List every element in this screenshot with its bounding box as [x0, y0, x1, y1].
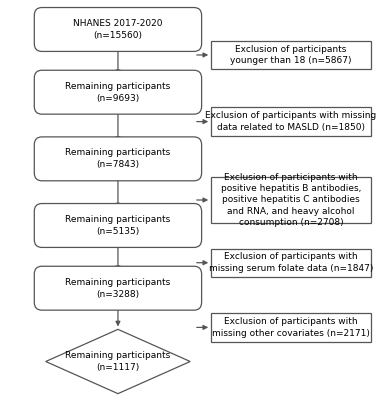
Text: Remaining participants
(n=5135): Remaining participants (n=5135) [65, 215, 171, 236]
FancyBboxPatch shape [211, 313, 371, 342]
FancyBboxPatch shape [211, 108, 371, 136]
Text: Remaining participants
(n=7843): Remaining participants (n=7843) [65, 148, 171, 169]
Text: Remaining participants
(n=9693): Remaining participants (n=9693) [65, 82, 171, 102]
Text: Exclusion of participants with
missing serum folate data (n=1847): Exclusion of participants with missing s… [209, 252, 373, 273]
FancyBboxPatch shape [34, 137, 202, 181]
FancyBboxPatch shape [34, 8, 202, 52]
FancyBboxPatch shape [34, 266, 202, 310]
FancyBboxPatch shape [211, 249, 371, 277]
Polygon shape [46, 329, 190, 394]
Text: Exclusion of participants with
missing other covariates (n=2171): Exclusion of participants with missing o… [212, 317, 370, 338]
FancyBboxPatch shape [34, 70, 202, 114]
FancyBboxPatch shape [34, 204, 202, 248]
Text: Exclusion of participants with missing
data related to MASLD (n=1850): Exclusion of participants with missing d… [205, 111, 377, 132]
FancyBboxPatch shape [211, 178, 371, 222]
Text: NHANES 2017-2020
(n=15560): NHANES 2017-2020 (n=15560) [73, 19, 163, 40]
Text: Remaining participants
(n=3288): Remaining participants (n=3288) [65, 278, 171, 298]
Text: Remaining participants
(n=1117): Remaining participants (n=1117) [65, 351, 171, 372]
FancyBboxPatch shape [211, 41, 371, 69]
Text: Exclusion of participants
younger than 18 (n=5867): Exclusion of participants younger than 1… [230, 45, 352, 65]
Text: Exclusion of participants with
positive hepatitis B antibodies,
positive hepatit: Exclusion of participants with positive … [221, 173, 361, 227]
